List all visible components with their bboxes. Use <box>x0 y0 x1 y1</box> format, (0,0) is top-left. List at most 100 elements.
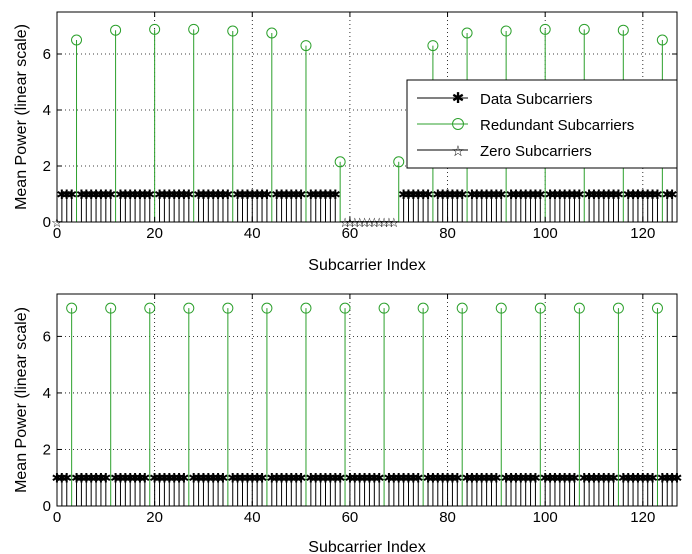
asterisk-marker: ✱ <box>603 471 614 486</box>
asterisk-marker: ✱ <box>520 187 531 202</box>
asterisk-marker: ✱ <box>266 471 277 486</box>
asterisk-marker: ✱ <box>388 471 399 486</box>
asterisk-marker: ✱ <box>393 471 404 486</box>
asterisk-marker: ✱ <box>481 187 492 202</box>
asterisk-marker: ✱ <box>369 471 380 486</box>
asterisk-marker: ✱ <box>213 471 224 486</box>
circle-marker <box>183 302 195 314</box>
asterisk-marker: ✱ <box>613 187 624 202</box>
asterisk-marker: ✱ <box>252 187 263 202</box>
legend: ✱ Data Subcarriers Redundant Subcarriers… <box>406 79 678 169</box>
asterisk-marker: ✱ <box>437 471 448 486</box>
x-tick-label: 0 <box>53 509 61 526</box>
asterisk-marker: ✱ <box>637 187 648 202</box>
legend-label-zero: Zero Subcarriers <box>480 143 592 160</box>
circle-marker <box>71 34 83 46</box>
ticks-top: 0 20 40 60 80 100 120 0 2 4 6 <box>43 12 677 242</box>
x-tick-label: 20 <box>146 225 163 242</box>
asterisk-marker: ✱ <box>242 187 253 202</box>
asterisk-marker: ✱ <box>257 471 268 486</box>
circle-marker <box>110 24 122 36</box>
y-tick-label: 4 <box>43 385 51 402</box>
asterisk-marker: ✱ <box>320 471 331 486</box>
asterisk-marker: ✱ <box>427 471 438 486</box>
circle-marker <box>534 302 546 314</box>
circle-marker <box>461 27 473 39</box>
circle-marker <box>495 302 507 314</box>
x-tick-label: 120 <box>630 509 655 526</box>
asterisk-marker: ✱ <box>623 471 634 486</box>
asterisk-marker: ✱ <box>598 187 609 202</box>
circle-marker <box>651 302 663 314</box>
x-tick-label: 20 <box>146 509 163 526</box>
asterisk-marker: ✱ <box>139 187 150 202</box>
asterisk-marker: ✱ <box>437 187 448 202</box>
asterisk-marker: ✱ <box>598 471 609 486</box>
asterisk-marker: ✱ <box>110 471 121 486</box>
asterisk-marker: ✱ <box>100 471 111 486</box>
asterisk-marker: ✱ <box>457 187 468 202</box>
asterisk-marker: ✱ <box>247 187 258 202</box>
asterisk-marker: ✱ <box>213 187 224 202</box>
legend-star-icon: ☆ <box>451 143 464 160</box>
asterisk-marker: ✱ <box>91 187 102 202</box>
asterisk-marker: ✱ <box>237 187 248 202</box>
asterisk-marker: ✱ <box>374 471 385 486</box>
asterisk-marker: ✱ <box>291 471 302 486</box>
asterisk-marker: ✱ <box>261 187 272 202</box>
stems-top <box>61 29 673 222</box>
circle-marker <box>427 40 439 52</box>
asterisk-marker: ✱ <box>442 471 453 486</box>
asterisk-marker: ✱ <box>608 471 619 486</box>
asterisk-marker: ✱ <box>183 187 194 202</box>
asterisk-marker: ✱ <box>364 471 375 486</box>
asterisk-marker: ✱ <box>491 471 502 486</box>
asterisk-marker: ✱ <box>603 187 614 202</box>
asterisk-marker: ✱ <box>66 187 77 202</box>
asterisk-marker: ✱ <box>608 187 619 202</box>
asterisk-marker: ✱ <box>242 471 253 486</box>
asterisk-marker: ✱ <box>169 187 180 202</box>
asterisk-marker: ✱ <box>354 471 365 486</box>
asterisk-marker: ✱ <box>423 187 434 202</box>
asterisk-marker: ✱ <box>589 187 600 202</box>
asterisk-marker: ✱ <box>569 187 580 202</box>
circle-marker <box>656 34 668 46</box>
asterisk-marker: ✱ <box>286 471 297 486</box>
asterisk-marker: ✱ <box>188 471 199 486</box>
asterisk-marker: ✱ <box>642 471 653 486</box>
asterisk-marker: ✱ <box>86 187 97 202</box>
asterisk-marker: ✱ <box>462 471 473 486</box>
circle-marker <box>539 23 551 35</box>
asterisk-marker: ✱ <box>496 187 507 202</box>
asterisk-marker: ✱ <box>237 471 248 486</box>
asterisk-marker: ✱ <box>305 471 316 486</box>
asterisk-marker: ✱ <box>154 471 165 486</box>
asterisk-marker: ✱ <box>305 187 316 202</box>
circle-marker <box>261 302 273 314</box>
asterisk-marker: ✱ <box>506 471 517 486</box>
asterisk-marker: ✱ <box>447 187 458 202</box>
asterisk-marker: ✱ <box>320 187 331 202</box>
asterisk-marker: ✱ <box>618 471 629 486</box>
asterisk-marker: ✱ <box>174 187 185 202</box>
asterisk-marker: ✱ <box>467 187 478 202</box>
asterisk-marker: ✱ <box>545 187 556 202</box>
asterisk-marker: ✱ <box>310 471 321 486</box>
asterisk-marker: ✱ <box>398 471 409 486</box>
asterisk-marker: ✱ <box>296 471 307 486</box>
plot-frame-bottom <box>56 293 678 507</box>
asterisk-marker: ✱ <box>218 187 229 202</box>
asterisk-marker: ✱ <box>545 471 556 486</box>
asterisk-marker: ✱ <box>574 187 585 202</box>
circle-marker <box>300 302 312 314</box>
asterisk-marker: ✱ <box>525 187 536 202</box>
asterisk-marker: ✱ <box>637 471 648 486</box>
asterisk-marker: ✱ <box>647 471 658 486</box>
asterisk-marker: ✱ <box>423 471 434 486</box>
asterisk-marker: ✱ <box>164 471 175 486</box>
asterisk-marker: ✱ <box>115 471 126 486</box>
asterisk-marker: ✱ <box>647 187 658 202</box>
x-tick-label: 0 <box>53 225 61 242</box>
circle-marker <box>144 302 156 314</box>
